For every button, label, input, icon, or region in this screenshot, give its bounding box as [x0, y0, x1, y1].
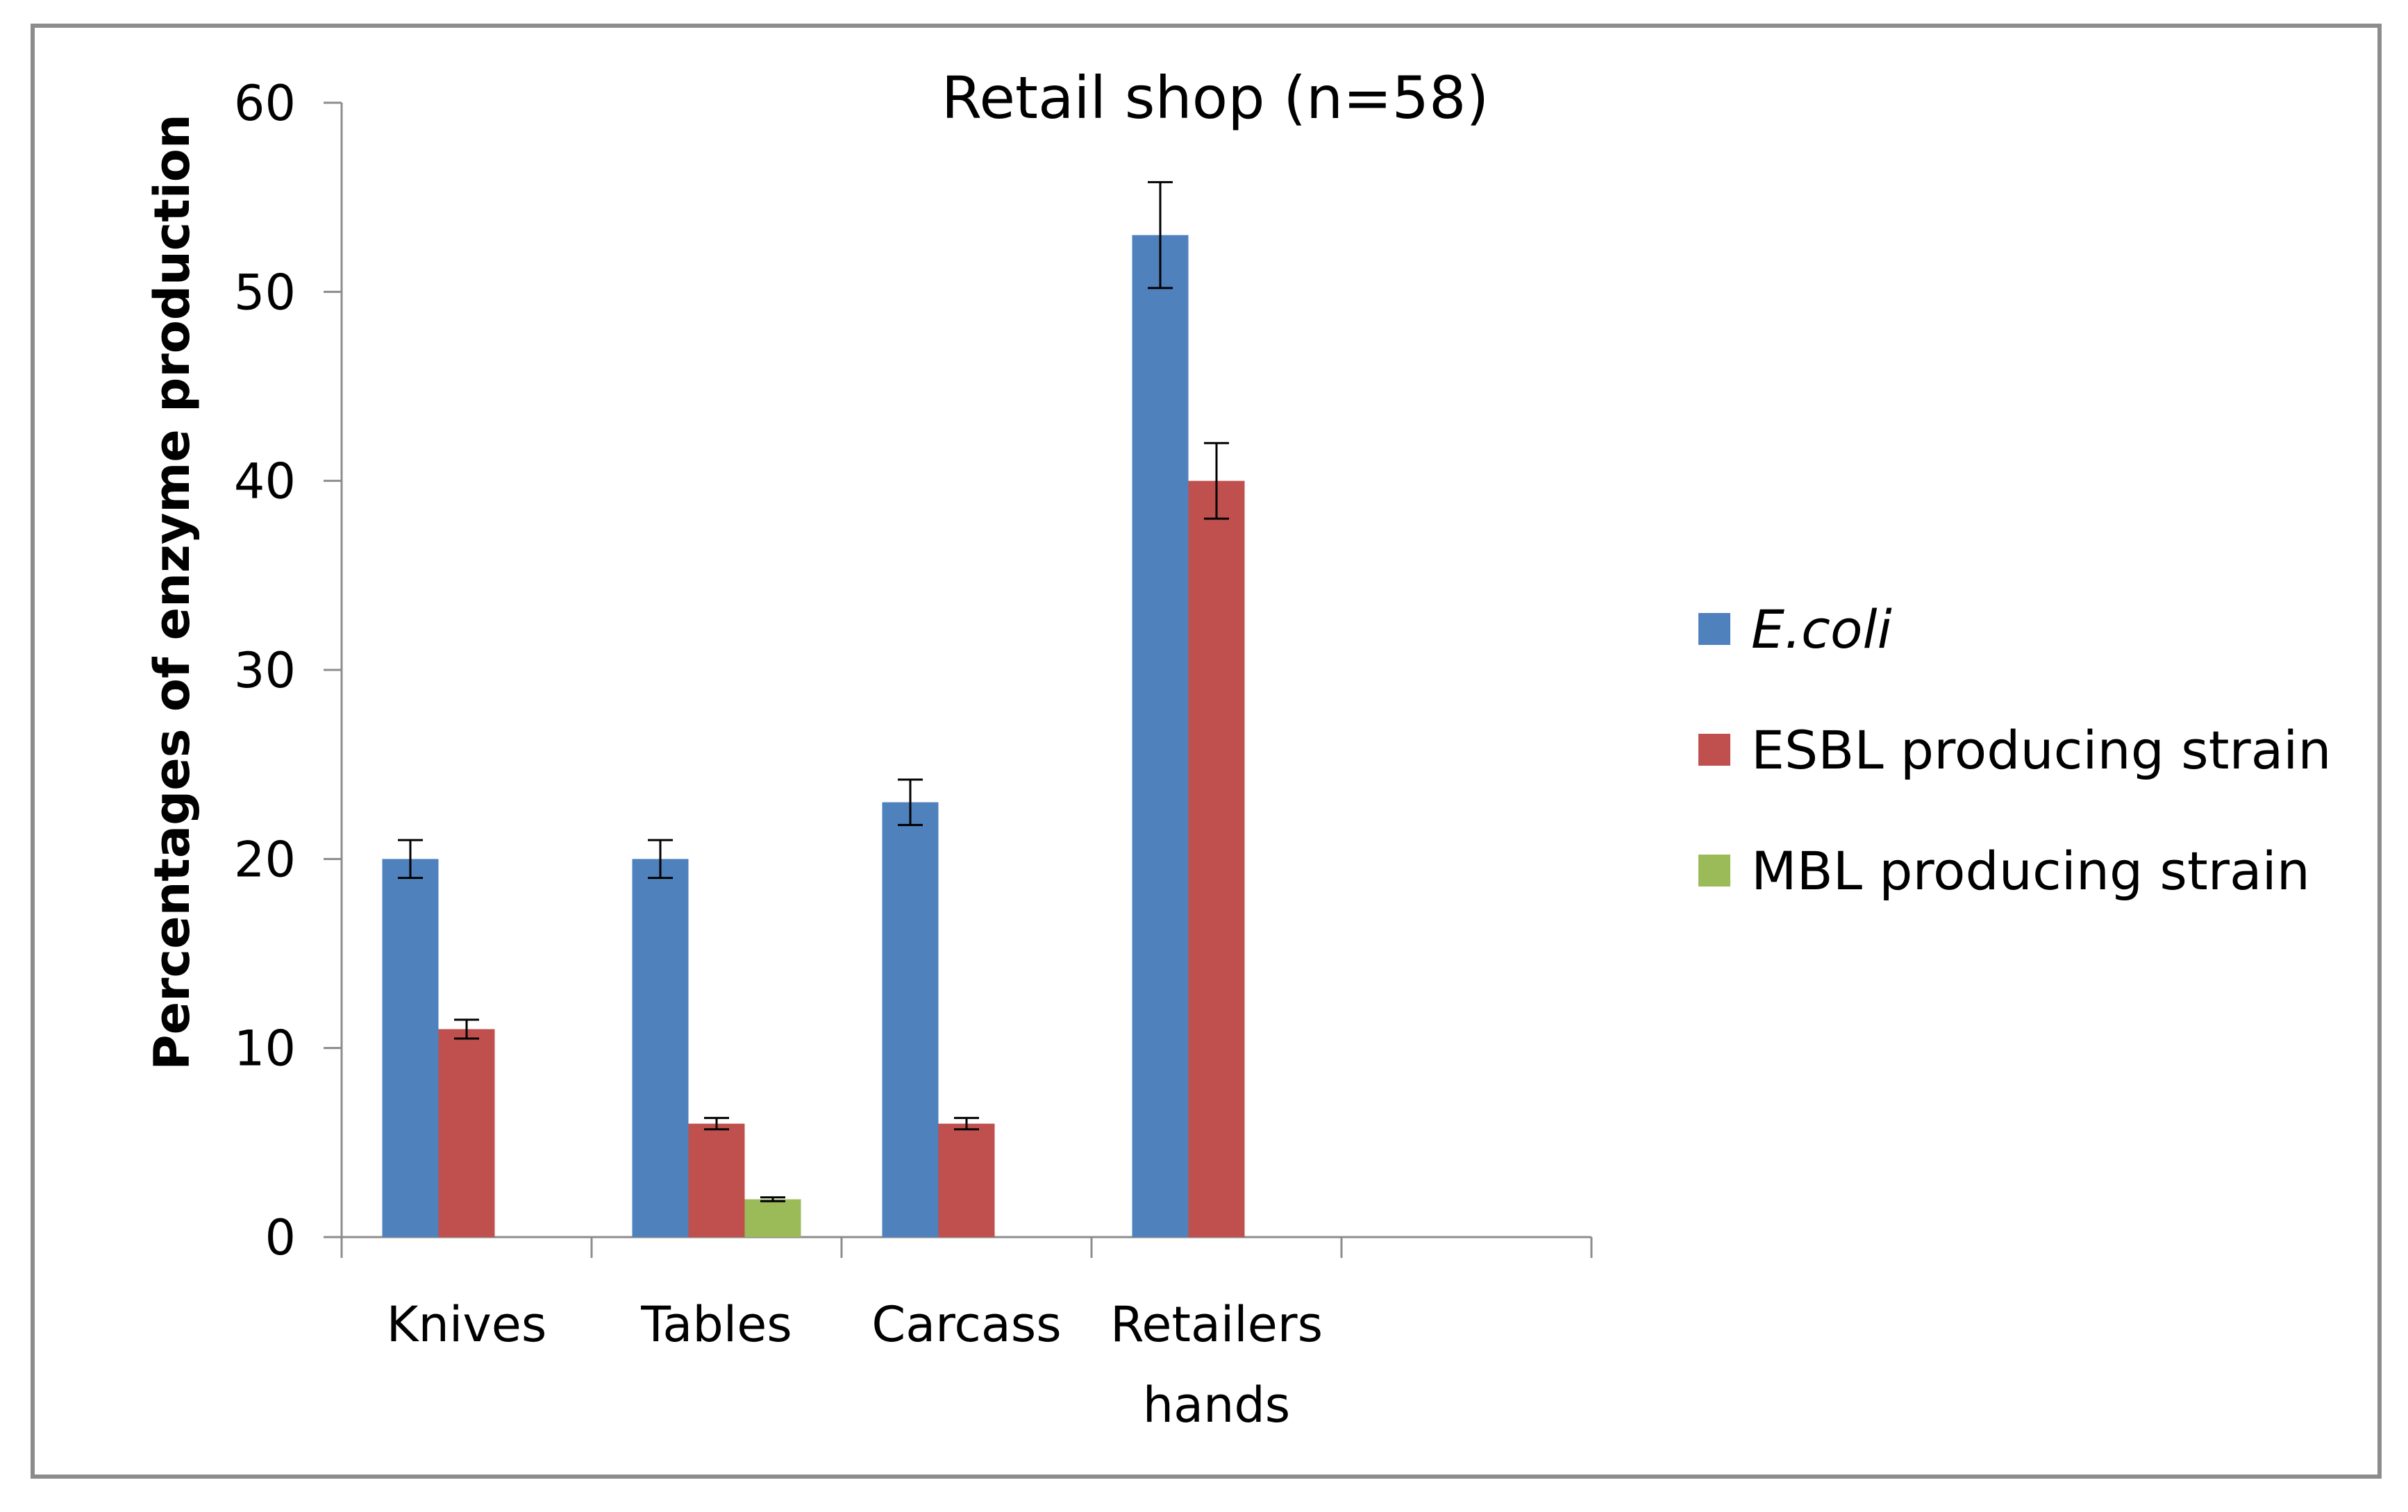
bar-chart: Retail shop (n=58) Percentages of enzyme… [144, 64, 2332, 1434]
x-category-label: Tables [640, 1296, 792, 1353]
bar-e-coli [1132, 235, 1189, 1238]
bar-e-coli [382, 859, 439, 1237]
x-category-label: Retailers [1110, 1296, 1323, 1353]
legend: E.coli ESBL producing strain MBL producing… [1698, 598, 2332, 902]
x-category-label: Knives [387, 1296, 547, 1353]
legend-swatch [1698, 855, 1730, 887]
chart-title: Retail shop (n=58) [942, 64, 1489, 132]
y-axis-label: Percentages of enzyme production [144, 114, 201, 1070]
bar-esbl-producing-strain [1188, 480, 1245, 1237]
y-tick-label: 0 [265, 1209, 296, 1266]
legend-label: ESBL producing strain [1751, 719, 2332, 781]
legend-swatch [1698, 734, 1730, 766]
plot-area: 0 10 20 30 40 50 60 Knives Tables Carcass Retailer… [234, 75, 1593, 1434]
bar-esbl-producing-strain [688, 1123, 745, 1237]
bar-esbl-producing-strain [438, 1029, 495, 1237]
x-category-label: Carcass [871, 1296, 1061, 1353]
x-category-label: hands [1143, 1377, 1291, 1434]
bar-mbl-producing-strain [744, 1199, 801, 1237]
y-tick-label: 10 [234, 1020, 296, 1077]
legend-label: MBL producing strain [1751, 840, 2310, 902]
chart-frame: Retail shop (n=58) Percentages of enzyme… [31, 24, 2382, 1479]
legend-swatch [1698, 613, 1730, 645]
bar-e-coli [632, 859, 689, 1237]
y-tick-label: 50 [234, 264, 296, 321]
y-tick-label: 40 [234, 453, 296, 510]
y-tick-label: 30 [234, 642, 296, 699]
y-tick-label: 20 [234, 831, 296, 888]
y-tick-label: 60 [234, 75, 296, 132]
bar-esbl-producing-strain [938, 1123, 995, 1237]
bar-e-coli [882, 802, 939, 1237]
legend-label: E.coli [1751, 598, 1892, 660]
